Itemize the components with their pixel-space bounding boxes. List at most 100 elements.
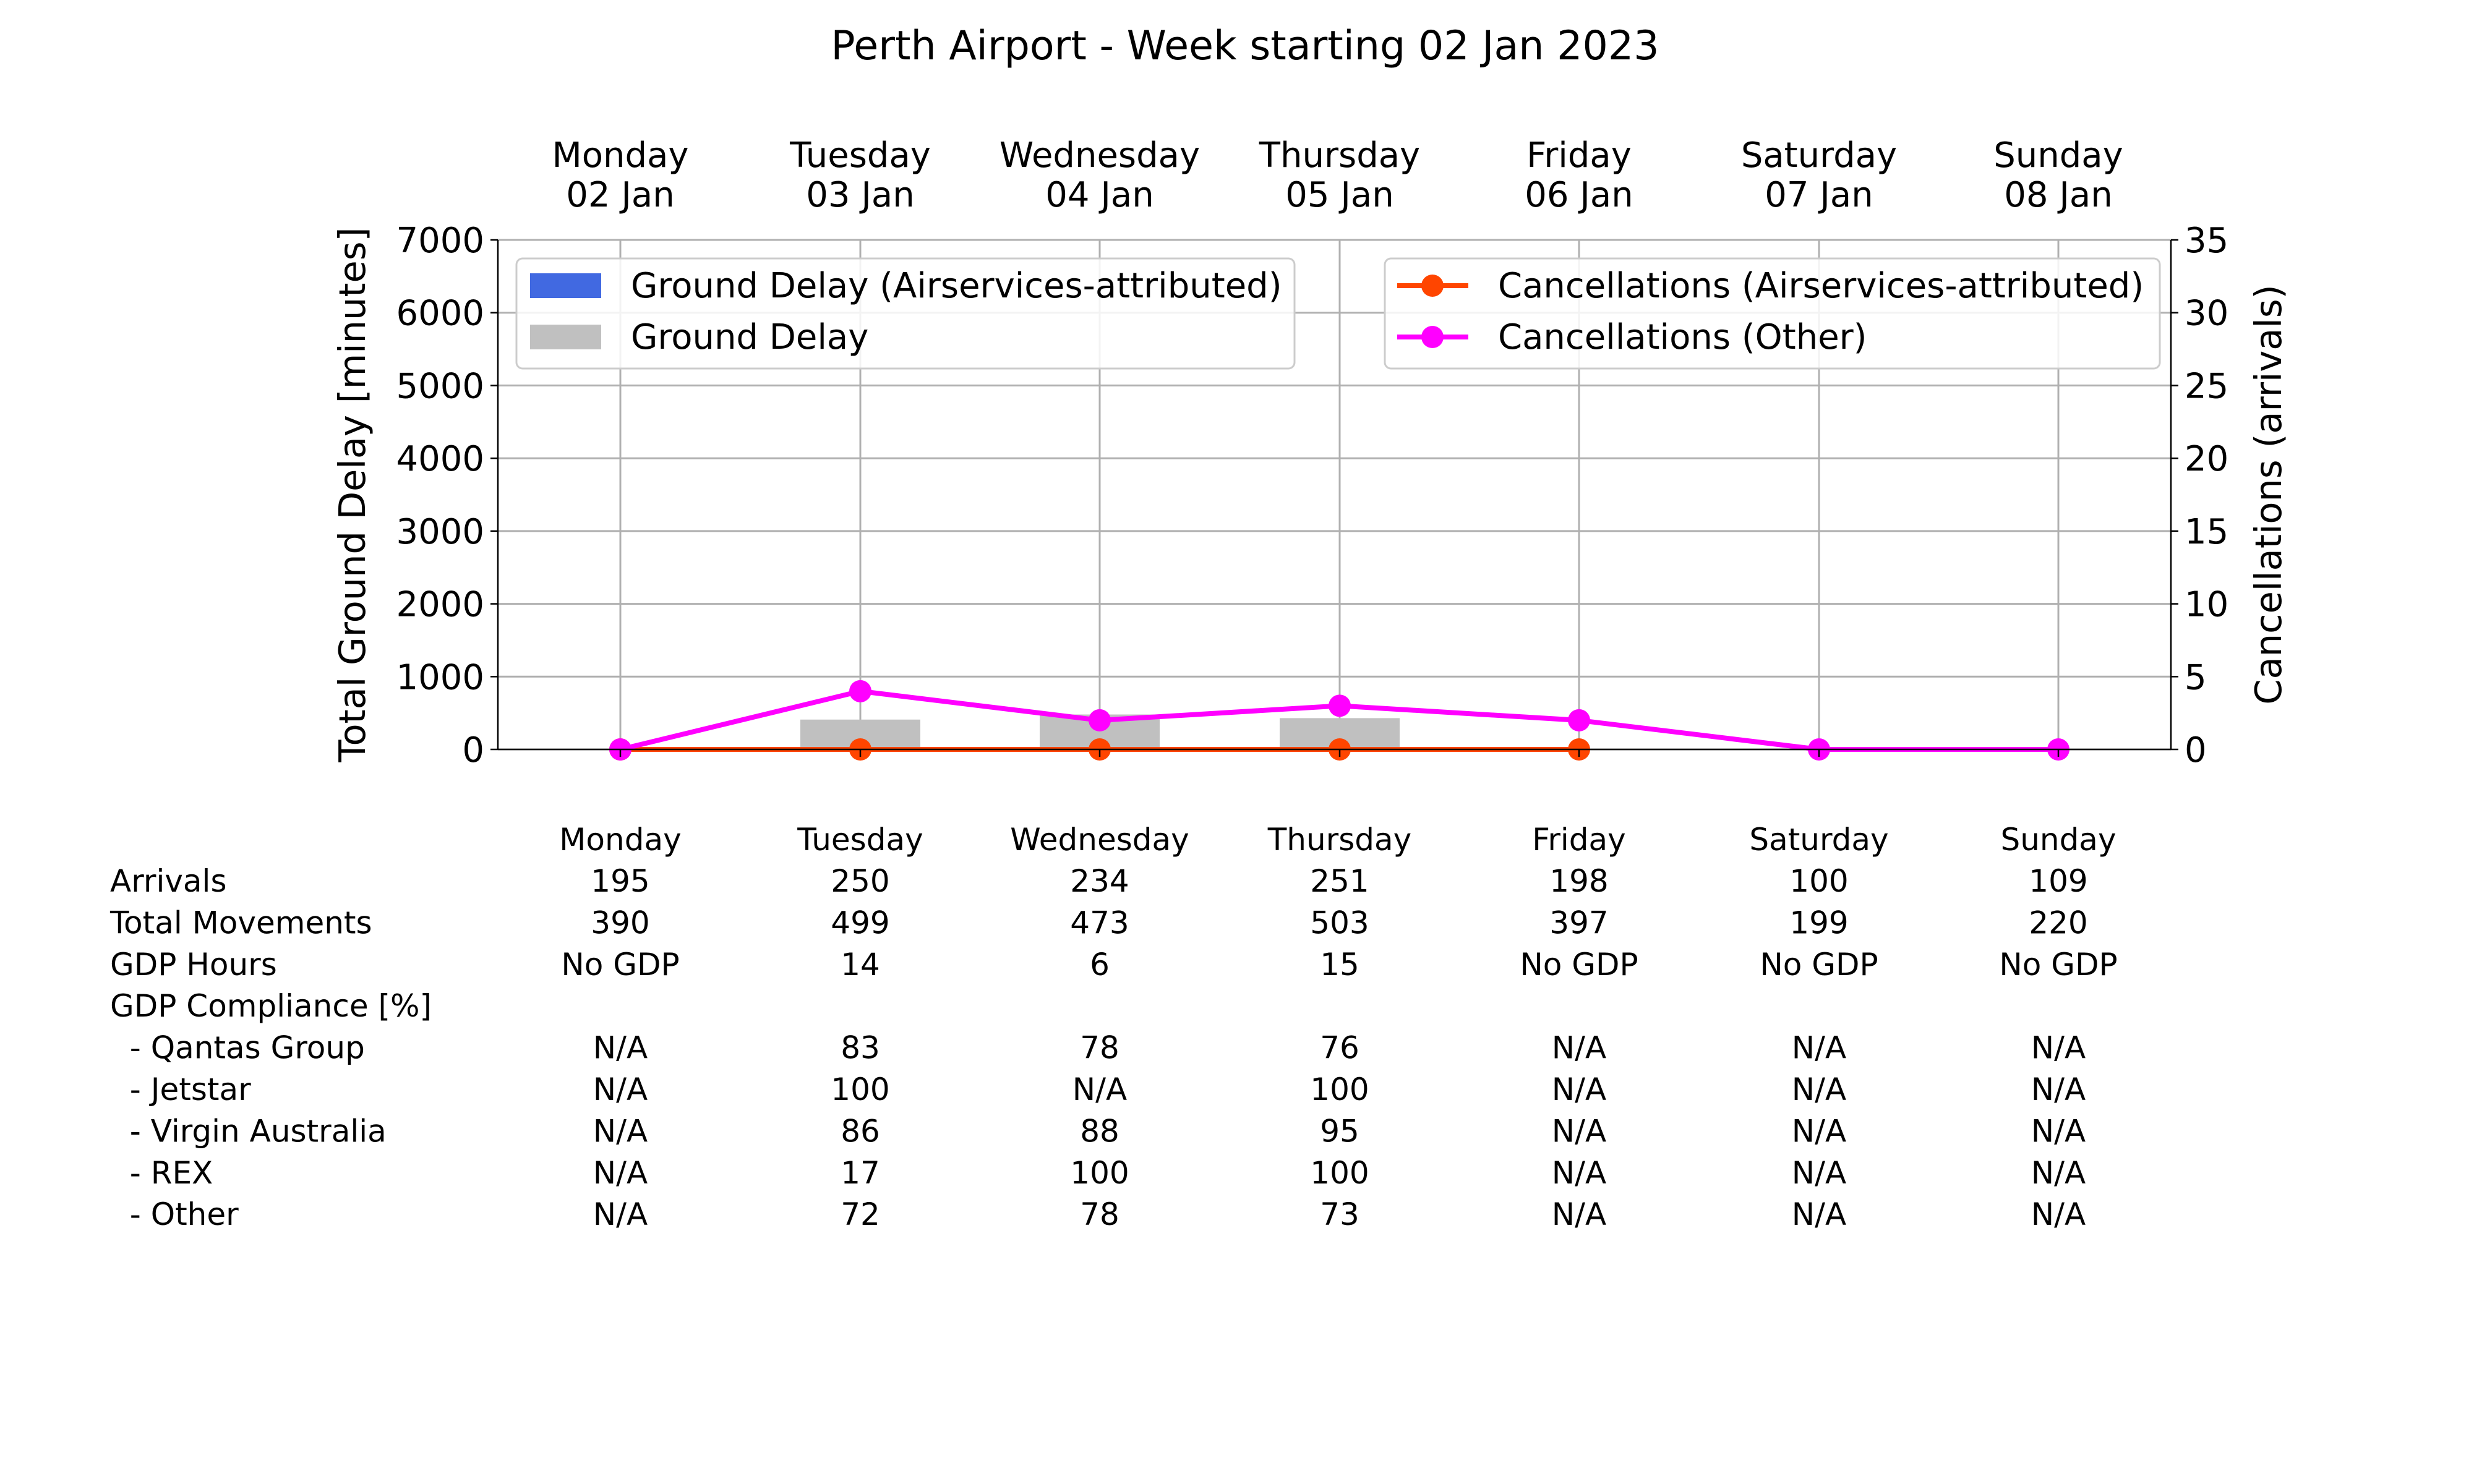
y-right-tick-label: 25 [2185, 366, 2228, 406]
table-row-label: - Virgin Australia [110, 1113, 387, 1149]
day-header-sunday: Sunday [1993, 135, 2123, 176]
day-header-friday: Friday [1526, 135, 1632, 176]
day-header-date-friday: 06 Jan [1525, 175, 1633, 215]
table-row-label: Total Movements [109, 905, 372, 940]
table-cell: 15 [1320, 947, 1359, 983]
y-axis-right-label: Cancellations (arrivals) [2247, 284, 2290, 704]
table-cell: N/A [1552, 1196, 1606, 1232]
table-cell: N/A [2031, 1030, 2086, 1066]
table-cell: N/A [2031, 1196, 2086, 1232]
day-header-date-tuesday: 03 Jan [806, 175, 914, 215]
table-cell: N/A [1552, 1030, 1606, 1066]
legend-label-airservices-cancellations: Cancellations (Airservices-attributed) [1498, 266, 2144, 306]
y-right-tick-label: 5 [2185, 657, 2207, 697]
table-cell: N/A [1552, 1072, 1606, 1107]
table-cell: N/A [593, 1030, 648, 1066]
table-cell: N/A [593, 1072, 648, 1107]
table-cell: N/A [593, 1196, 648, 1232]
point-cancellations-other-wednesday [1089, 709, 1111, 731]
plot-frame [497, 240, 2172, 751]
legend-marker-airservices-cancellations [1421, 275, 1444, 297]
day-header-tuesday: Tuesday [789, 135, 931, 176]
table-cell: N/A [1792, 1155, 1846, 1191]
chart-title: Perth Airport - Week starting 02 Jan 202… [831, 23, 1659, 69]
table-cell: 503 [1310, 905, 1369, 940]
y-right-tick-label: 0 [2185, 730, 2207, 770]
table-row-label: GDP Hours [110, 947, 277, 983]
table-cell: 78 [1080, 1196, 1119, 1232]
table-cell: 100 [831, 1072, 889, 1107]
day-header-saturday: Saturday [1741, 135, 1897, 176]
table-cell: N/A [593, 1113, 648, 1149]
table-cell: No GDP [1520, 947, 1638, 983]
table-cell: N/A [2031, 1072, 2086, 1107]
legend-left-box [515, 257, 1296, 370]
table-cell: No GDP [1999, 947, 2117, 983]
day-header-thursday: Thursday [1259, 135, 1420, 176]
table-cell: 6 [1090, 947, 1110, 983]
table-column-header: Friday [1532, 822, 1626, 858]
table-cell: 72 [841, 1196, 880, 1232]
table-cell: 234 [1070, 863, 1129, 899]
table-column-header: Wednesday [1010, 822, 1189, 858]
legend-swatch-ground-delay [530, 325, 601, 349]
table-cell: 195 [591, 863, 649, 899]
point-cancellations-other-tuesday [849, 680, 871, 702]
table-cell: 198 [1549, 863, 1608, 899]
table-cell: 17 [841, 1155, 880, 1191]
table-column-header: Thursday [1267, 822, 1412, 858]
table-cell: 220 [2029, 905, 2087, 940]
table-cell: N/A [1072, 1072, 1127, 1107]
legend-left: Ground Delay (Airservices-attributed) Gr… [515, 257, 1296, 370]
table-column-header: Sunday [2000, 822, 2116, 858]
table-cell: 100 [1310, 1155, 1369, 1191]
table-cell: 14 [841, 947, 880, 983]
y-left-tick-label: 2000 [396, 585, 484, 625]
legend-label-airservices-ground-delay: Ground Delay (Airservices-attributed) [631, 266, 1282, 306]
legend-right: Cancellations (Airservices-attributed) C… [1384, 257, 2161, 370]
table-cell: N/A [593, 1155, 648, 1191]
table-cell: 88 [1080, 1113, 1119, 1149]
y-left-tick-label: 4000 [396, 439, 484, 479]
summary-table: Monday Tuesday Wednesday Thursday Friday Satu… [109, 822, 2118, 1232]
y-left-tick-label: 7000 [396, 221, 484, 261]
y-left-tick-label: 3000 [396, 512, 484, 552]
table-cell: N/A [1792, 1113, 1846, 1149]
table-column-header: Saturday [1749, 822, 1888, 858]
y-left-tick-label: 6000 [396, 294, 484, 334]
table-cell: 199 [1789, 905, 1848, 940]
table-cell: 397 [1549, 905, 1608, 940]
table-cell: 251 [1310, 863, 1369, 899]
day-header-date-sunday: 08 Jan [2004, 175, 2112, 215]
table-cell: 86 [841, 1113, 880, 1149]
table-column-header: Monday [559, 822, 681, 858]
table-row-label: Arrivals [110, 863, 227, 899]
table-cell: 83 [841, 1030, 880, 1066]
y-right-tick-label: 30 [2185, 294, 2228, 334]
y-left-tick-label: 1000 [396, 657, 484, 697]
table-cell: N/A [1792, 1030, 1846, 1066]
table-cell: N/A [1792, 1196, 1846, 1232]
y-right-tick-label: 20 [2185, 439, 2228, 479]
table-cell: N/A [1792, 1072, 1846, 1107]
table-cell: 109 [2029, 863, 2087, 899]
day-header-monday: Monday [552, 135, 688, 176]
legend-right-box [1384, 257, 2161, 370]
table-row-label: - Qantas Group [110, 1030, 365, 1066]
axis-ticks: 0 1000 2000 3000 4000 5000 6000 7000 0 5 10 15 20 25 3… [396, 221, 2228, 770]
y-left-tick-label: 0 [462, 730, 484, 770]
table-cell: 100 [1310, 1072, 1369, 1107]
table-row-label: GDP Compliance [%] [110, 988, 432, 1024]
table-cell: No GDP [561, 947, 679, 983]
table-cell: N/A [1552, 1113, 1606, 1149]
table-cell: 100 [1070, 1155, 1129, 1191]
table-cell: N/A [2031, 1113, 2086, 1149]
y-left-tick-label: 5000 [396, 366, 484, 406]
day-header-date-saturday: 07 Jan [1765, 175, 1873, 215]
legend-swatch-airservices-ground-delay [530, 273, 601, 298]
table-cell: 390 [591, 905, 649, 940]
table-row-label: - Jetstar [110, 1072, 251, 1107]
table-cell: N/A [1552, 1155, 1606, 1191]
table-row-label: - Other [110, 1196, 239, 1232]
